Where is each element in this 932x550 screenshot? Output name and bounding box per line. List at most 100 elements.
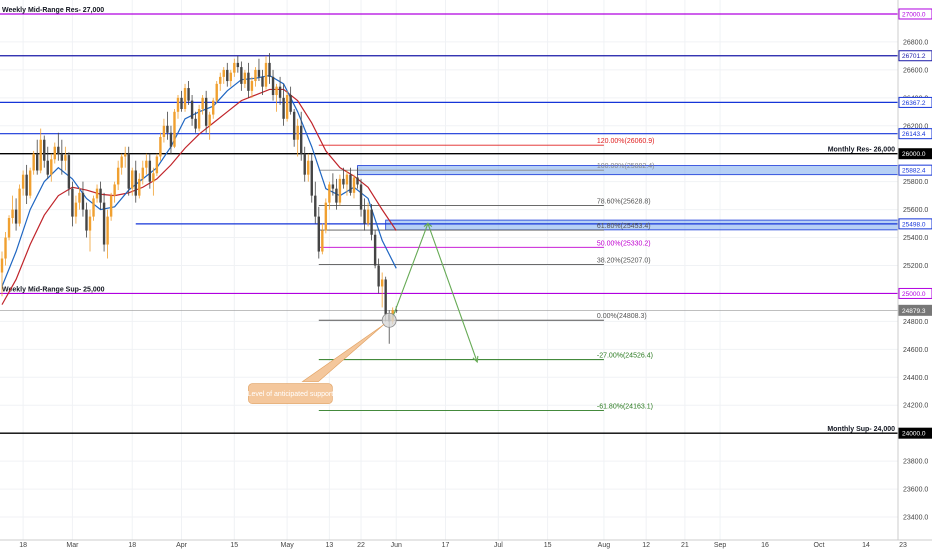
candle-72: [254, 67, 257, 87]
time-tick-label-5: May: [281, 542, 295, 549]
price-tick-label-10: 24400.0: [903, 375, 928, 382]
candle-body-81: [285, 95, 289, 119]
price-tick-label-9: 24600.0: [903, 347, 928, 354]
time-tick-label-0: 18: [19, 542, 27, 549]
candle-body-16: [57, 146, 60, 154]
candle-body-92: [324, 202, 328, 231]
candle-body-90: [317, 216, 320, 252]
candle-49: [173, 109, 176, 149]
candle-29: [102, 192, 106, 252]
time-tick-label-6: 13: [325, 542, 333, 549]
candle-body-104: [366, 209, 370, 224]
candle-body-85: [300, 125, 303, 154]
candle-97: [342, 167, 345, 189]
price-tick-label-12: 23800.0: [903, 459, 928, 466]
candle-body-62: [219, 76, 222, 84]
candle-87: [307, 153, 310, 182]
candle-63: [222, 67, 225, 84]
extra-tag-2-text: 24879.3: [902, 308, 926, 315]
candle-body-82: [289, 95, 292, 112]
candle-86: [303, 146, 306, 182]
price-tick-label-13: 23600.0: [903, 487, 928, 494]
fib-label-6: 0.00%(24808.3): [597, 313, 647, 320]
candle-body-79: [278, 86, 282, 98]
candle-12: [43, 135, 46, 168]
price-tick-label-6: 25400.0: [903, 235, 928, 242]
candle-79: [278, 76, 282, 105]
candle-93: [328, 181, 331, 210]
level-tag-5-text: 25000.0: [902, 291, 926, 298]
candle-66: [233, 58, 236, 77]
callout-box: [248, 383, 333, 404]
fib-label-1: 100.00%(25882.4): [597, 163, 655, 170]
candle-body-7: [25, 174, 28, 196]
candle-body-47: [166, 125, 169, 133]
candle-64: [226, 62, 229, 87]
fib-label-2: 78.60%(25628.8): [597, 199, 651, 206]
level-tag-2-text: 26367.2: [902, 100, 926, 107]
candle-45: [159, 132, 162, 161]
level-tag-4-box: [898, 148, 932, 160]
candle-body-53: [187, 88, 190, 101]
candle-body-38: [134, 170, 137, 196]
candle-body-45: [159, 136, 162, 157]
level-tag-3-text: 26143.4: [902, 131, 926, 138]
projection-layer: [392, 221, 479, 364]
time-tick-label-4: 15: [230, 542, 238, 549]
candle-85: [300, 111, 303, 161]
callout-pointer: [301, 324, 385, 382]
candle-100: [352, 174, 356, 199]
candle-body-24: [85, 209, 88, 231]
candle-body-56: [197, 109, 201, 129]
candle-35: [124, 146, 127, 168]
candle-body-108: [380, 279, 384, 287]
candle-body-76: [268, 62, 271, 77]
candle-body-39: [138, 178, 141, 196]
candle-body-87: [307, 160, 310, 175]
candle-body-44: [155, 156, 159, 174]
candle-body-54: [190, 100, 194, 119]
grid-layer: [0, 0, 898, 540]
price-tick-label-3: 26200.0: [903, 123, 928, 130]
candle-36: [127, 146, 130, 196]
candle-95: [335, 178, 338, 210]
candle-82: [289, 86, 292, 115]
candle-19: [67, 152, 71, 196]
candle-body-83: [292, 111, 296, 140]
candle-105: [370, 204, 373, 241]
candle-102: [359, 178, 363, 217]
candle-71: [250, 76, 254, 98]
candle-body-10: [36, 153, 39, 171]
candle-body-35: [124, 153, 127, 157]
time-tick-label-1: Mar: [66, 542, 79, 549]
candle-body-4: [14, 209, 18, 224]
candle-body-55: [194, 118, 197, 129]
candle-67: [236, 55, 240, 73]
level-tag-6-box: [898, 427, 932, 439]
candle-53: [187, 81, 190, 105]
candle-body-52: [183, 88, 187, 110]
fib-label-8: -61.80%(24163.1): [597, 403, 653, 410]
fib-label-3: 61.80%(25453.4): [597, 223, 651, 230]
candle-body-15: [53, 146, 56, 160]
candle-body-41: [145, 160, 148, 168]
candle-32: [113, 181, 116, 203]
candle-body-91: [321, 230, 324, 252]
candle-body-5: [18, 188, 21, 224]
candle-body-103: [363, 209, 366, 224]
candle-10: [36, 139, 39, 175]
candle-26: [92, 195, 95, 221]
candle-body-8: [28, 170, 32, 196]
candle-body-32: [113, 184, 116, 196]
candle-body-88: [310, 160, 313, 196]
time-tick-label-7: 22: [357, 542, 365, 549]
candle-body-109: [384, 279, 387, 315]
time-tick-label-13: 12: [642, 542, 650, 549]
fib-label-5: 38.20%(25207.0): [597, 258, 651, 265]
candle-39: [138, 173, 141, 199]
candle-65: [229, 69, 232, 87]
time-tick-label-11: 15: [544, 542, 552, 549]
candle-body-112: [395, 310, 398, 312]
time-tick-label-extra-2: 14: [862, 542, 870, 549]
